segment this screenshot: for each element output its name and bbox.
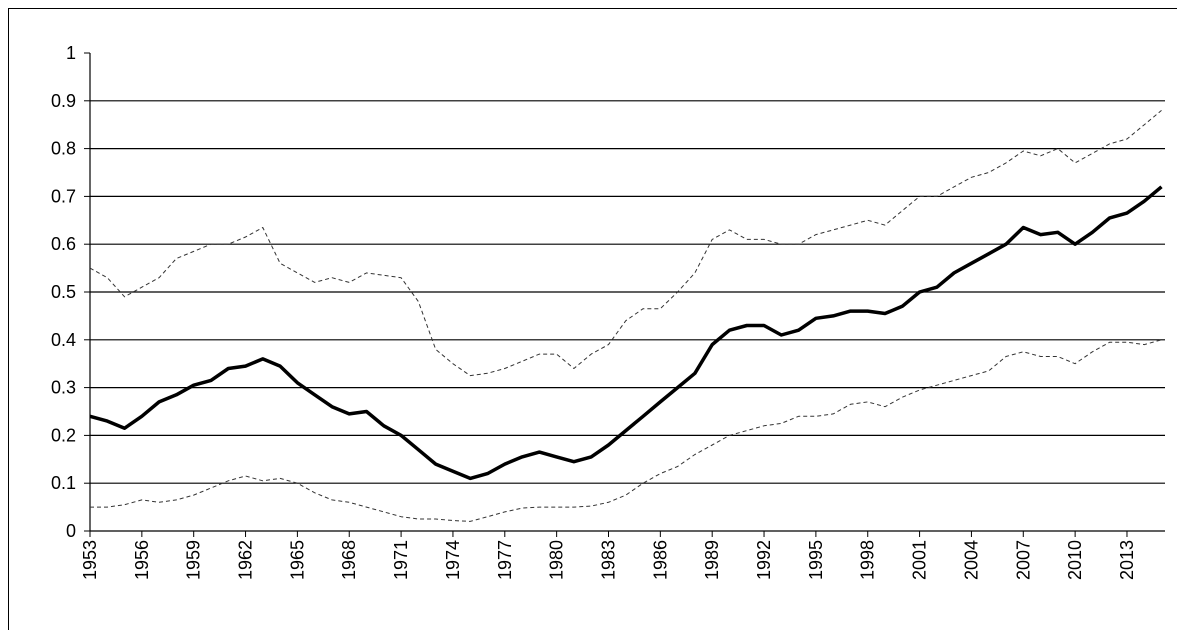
x-tick-label: 1992 [754, 540, 774, 580]
y-tick-label: 0.9 [51, 91, 76, 111]
x-tick-label: 1998 [858, 540, 878, 580]
y-tick-label: 0.1 [51, 473, 76, 493]
x-tick-label: 1983 [598, 540, 618, 580]
frame [8, 8, 1177, 630]
x-tick-label: 1962 [236, 540, 256, 580]
x-tick-label: 1968 [339, 540, 359, 580]
x-tick-label: 1974 [443, 540, 463, 580]
y-tick-label: 0.6 [51, 234, 76, 254]
series-line [90, 339, 1162, 522]
y-tick-label: 1 [66, 43, 76, 63]
x-tick-label: 1971 [391, 540, 411, 580]
x-tick-label: 2010 [1065, 540, 1085, 580]
y-tick-label: 0.2 [51, 425, 76, 445]
x-tick-label: 1959 [184, 540, 204, 580]
x-tick-label: 1986 [650, 540, 670, 580]
x-tick-label: 1989 [702, 540, 722, 580]
y-tick-label: 0 [66, 521, 76, 541]
x-tick-label: 1980 [547, 540, 567, 580]
x-tick-label: 1977 [495, 540, 515, 580]
y-tick-label: 0.5 [51, 282, 76, 302]
series-line [89, 110, 1162, 377]
x-tick-label: 2007 [1013, 540, 1033, 580]
y-tick-label: 0.3 [51, 378, 76, 398]
x-tick-label: 1995 [806, 540, 826, 580]
x-tick-label: 2013 [1117, 540, 1137, 580]
series-line [89, 185, 1163, 481]
y-tick-label: 0.4 [51, 330, 76, 350]
y-tick-label: 0.7 [51, 186, 76, 206]
x-tick-label: 2004 [961, 540, 981, 580]
x-tick-label: 1956 [132, 540, 152, 580]
x-tick-label: 2001 [910, 540, 930, 580]
x-tick-label: 1965 [287, 540, 307, 580]
x-tick-label: 1953 [80, 540, 100, 580]
y-tick-label: 0.8 [51, 139, 76, 159]
